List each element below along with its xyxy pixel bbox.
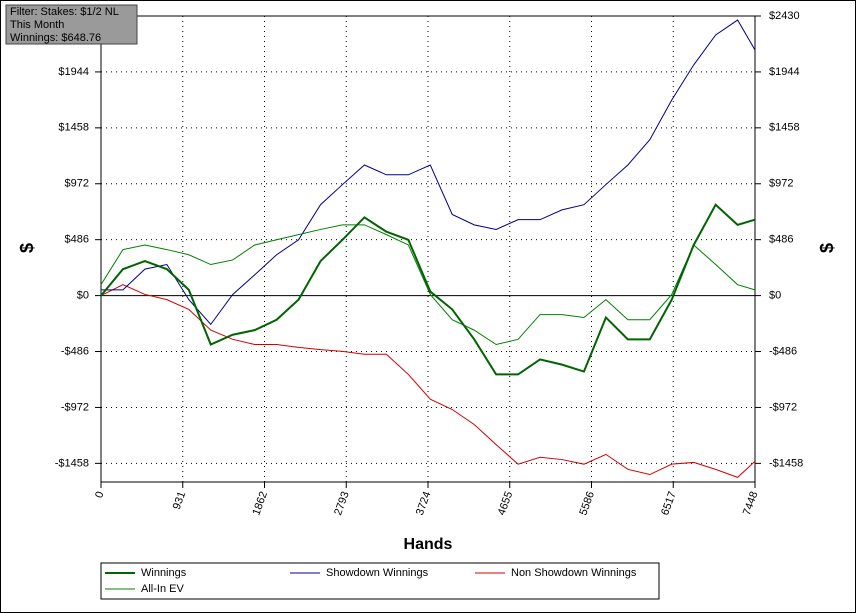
x-tick-label: 931 [171, 490, 189, 511]
x-axis-label: Hands [404, 536, 453, 553]
series-line [100, 224, 756, 346]
y-tick-label: -$486 [61, 345, 89, 357]
legend-label: Showdown Winnings [326, 567, 429, 579]
y-axis-label: $ [17, 243, 37, 253]
x-tick-label: 0 [93, 490, 106, 500]
y-tick-label: $486 [65, 234, 89, 246]
y-tick-label: $0 [77, 290, 89, 302]
y2-tick-label: $486 [769, 234, 793, 246]
y-tick-label: $1944 [58, 66, 89, 78]
y-tick-label: $1458 [58, 122, 89, 134]
filter-text: Filter: Stakes: $1/2 NL [10, 6, 119, 18]
y2-tick-label: $972 [769, 178, 793, 190]
y-tick-label: -$972 [61, 401, 89, 413]
series-line [101, 19, 756, 326]
series-line [100, 203, 756, 376]
y2-tick-label: -$486 [769, 345, 797, 357]
y-tick-label: -$1458 [55, 457, 89, 469]
y2-tick-label: -$972 [769, 401, 797, 413]
y2-tick-label: $2430 [769, 10, 800, 22]
y-tick-label: $972 [65, 178, 89, 190]
y2-tick-label: $0 [769, 290, 781, 302]
legend [100, 562, 660, 600]
y2-tick-label: $1458 [769, 122, 800, 134]
filter-text: Winnings: $648.76 [10, 32, 101, 44]
y2-axis-label: $ [817, 243, 837, 253]
legend-label: Winnings [141, 567, 187, 579]
y2-tick-label: $1944 [769, 66, 800, 78]
series-line [100, 284, 756, 478]
y2-tick-label: -$1458 [769, 457, 803, 469]
legend-items: Winnings Showdown Winnings Non Showdown Wi… [105, 567, 637, 595]
legend-label: Non Showdown Winnings [511, 567, 637, 579]
legend-label: All-In EV [141, 583, 184, 595]
filter-text: This Month [10, 19, 64, 31]
filter-box [5, 4, 138, 45]
